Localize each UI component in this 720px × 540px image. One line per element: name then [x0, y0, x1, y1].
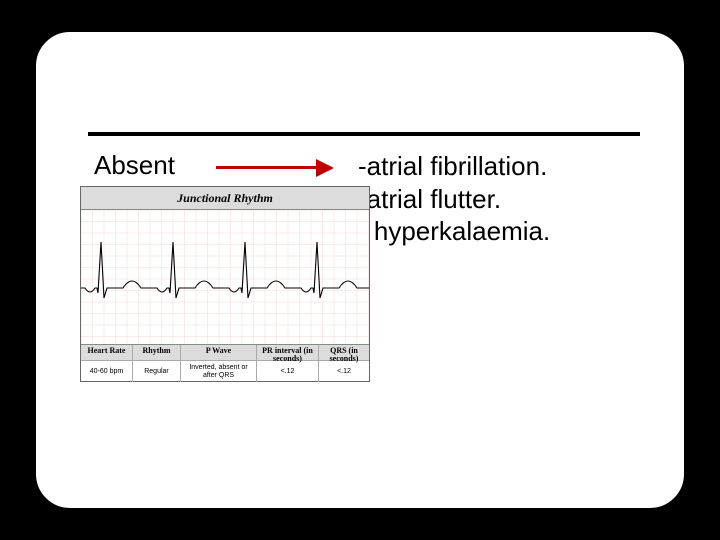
ecg-title: Junctional Rhythm — [81, 187, 369, 210]
label-absent: Absent — [94, 150, 175, 181]
ecg-col-val: Inverted, absent or after QRS — [181, 361, 256, 382]
ecg-table: Heart Rate40-60 bpmRhythmRegularP WaveIn… — [81, 344, 369, 382]
condition-item: -atrial flutter. — [358, 183, 550, 216]
arrow-head — [316, 159, 334, 177]
edge-text-line: s — [0, 297, 20, 330]
slide-frame: Absent -atrial fibrillation. -atrial flu… — [32, 28, 688, 512]
ecg-panel: Junctional Rhythm Heart Rate40-60 bpmRhy… — [80, 186, 370, 382]
ecg-col-head: PR interval (in seconds) — [257, 345, 318, 361]
ecg-col: Heart Rate40-60 bpm — [81, 345, 133, 382]
ecg-col: QRS (in seconds)<.12 — [319, 345, 369, 382]
ecg-col: PR interval (in seconds)<.12 — [257, 345, 319, 382]
arrow — [216, 162, 336, 174]
ecg-col-head: P Wave — [181, 345, 256, 361]
ecg-col-val: <.12 — [319, 361, 369, 382]
title-underline — [88, 132, 640, 136]
edge-text: in s — [0, 264, 20, 329]
conditions-list: -atrial fibrillation. -atrial flutter. -… — [358, 150, 550, 248]
ecg-col: RhythmRegular — [133, 345, 181, 382]
ecg-col: P WaveInverted, absent or after QRS — [181, 345, 257, 382]
ecg-col-val: <.12 — [257, 361, 318, 382]
ecg-col-val: Regular — [133, 361, 180, 382]
ecg-trace — [81, 210, 369, 344]
ecg-col-head: Heart Rate — [81, 345, 132, 361]
edge-text-line: in — [0, 264, 20, 297]
condition-item: -atrial fibrillation. — [358, 150, 550, 183]
ecg-col-head: Rhythm — [133, 345, 180, 361]
ecg-col-val: 40-60 bpm — [81, 361, 132, 382]
ecg-col-head: QRS (in seconds) — [319, 345, 369, 361]
ecg-svg — [81, 210, 369, 344]
arrow-line — [216, 166, 318, 169]
condition-item: - hyperkalaemia. — [358, 215, 550, 248]
